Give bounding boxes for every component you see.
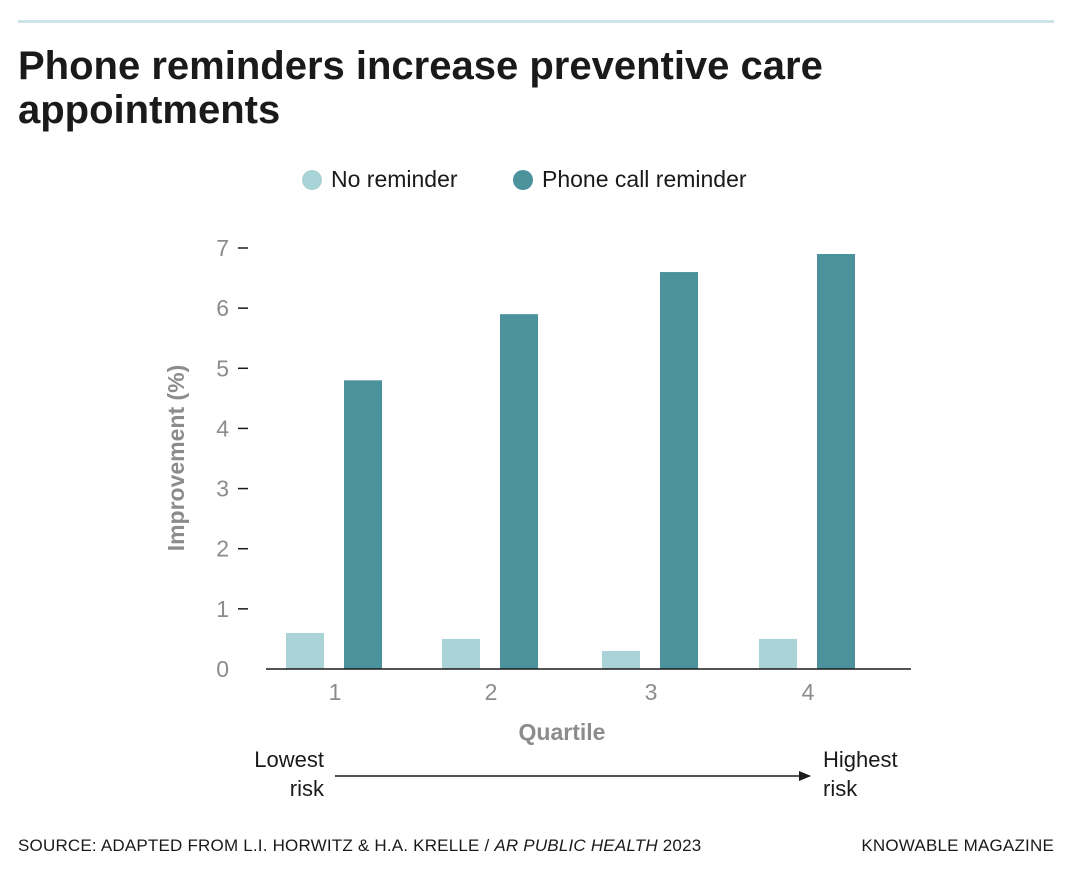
- x-axis-label: Quartile: [519, 719, 606, 745]
- bar-phone-reminder-q3: [660, 272, 698, 669]
- legend-label-phone-reminder: Phone call reminder: [542, 166, 747, 192]
- legend-item-no-reminder: No reminder: [302, 166, 458, 193]
- lowest-risk-line1: Lowest: [254, 747, 324, 772]
- y-tick-label: 3: [216, 476, 229, 502]
- legend-swatch-no-reminder: [302, 169, 322, 190]
- bar-no-reminder-q4: [759, 638, 797, 669]
- bar-no-reminder-q3: [602, 650, 640, 669]
- x-tick-label: 2: [485, 679, 498, 705]
- bar-phone-reminder-q1: [344, 380, 382, 669]
- publisher-credit: KNOWABLE MAGAZINE: [861, 836, 1054, 855]
- x-tick-label: 1: [329, 679, 342, 705]
- highest-risk-line2: risk: [823, 776, 858, 801]
- bar-phone-reminder-q2: [500, 314, 538, 669]
- highest-risk-label: Highest risk: [823, 745, 898, 803]
- y-axis-label: Improvement (%): [163, 365, 189, 552]
- legend-swatch-phone-reminder: [513, 169, 533, 190]
- top-rule: [18, 20, 1054, 23]
- bar-no-reminder-q1: [286, 632, 324, 669]
- y-tick-label: 7: [216, 235, 229, 261]
- x-axis: 1 2 3 4: [266, 668, 911, 705]
- y-tick-label: 1: [216, 596, 229, 622]
- bar-phone-reminder-q4: [817, 254, 855, 669]
- y-tick-label: 0: [216, 656, 229, 682]
- source-prefix: SOURCE: ADAPTED FROM L.I. HORWITZ & H.A.…: [18, 836, 480, 855]
- source-credit: SOURCE: ADAPTED FROM L.I. HORWITZ & H.A.…: [18, 836, 702, 855]
- highest-risk-line1: Highest: [823, 747, 898, 772]
- bar-no-reminder-q2: [442, 638, 480, 669]
- y-tick-label: 5: [216, 355, 229, 381]
- y-tick-label: 4: [216, 415, 229, 441]
- x-tick-label: 4: [802, 679, 815, 705]
- legend-label-no-reminder: No reminder: [331, 166, 458, 192]
- source-journal: AR PUBLIC HEALTH: [494, 836, 658, 855]
- y-axis: 0 1 2 3 4 5 6 7: [216, 235, 248, 682]
- y-tick-label: 2: [216, 536, 229, 562]
- source-year: 2023: [662, 836, 702, 855]
- lowest-risk-label: Lowest risk: [254, 745, 324, 803]
- lowest-risk-line2: risk: [289, 776, 324, 801]
- bars: [286, 254, 855, 669]
- y-tick-label: 6: [216, 295, 229, 321]
- x-tick-label: 3: [645, 679, 658, 705]
- chart-title: Phone reminders increase preventive care…: [18, 44, 823, 132]
- legend-item-phone-reminder: Phone call reminder: [513, 166, 747, 193]
